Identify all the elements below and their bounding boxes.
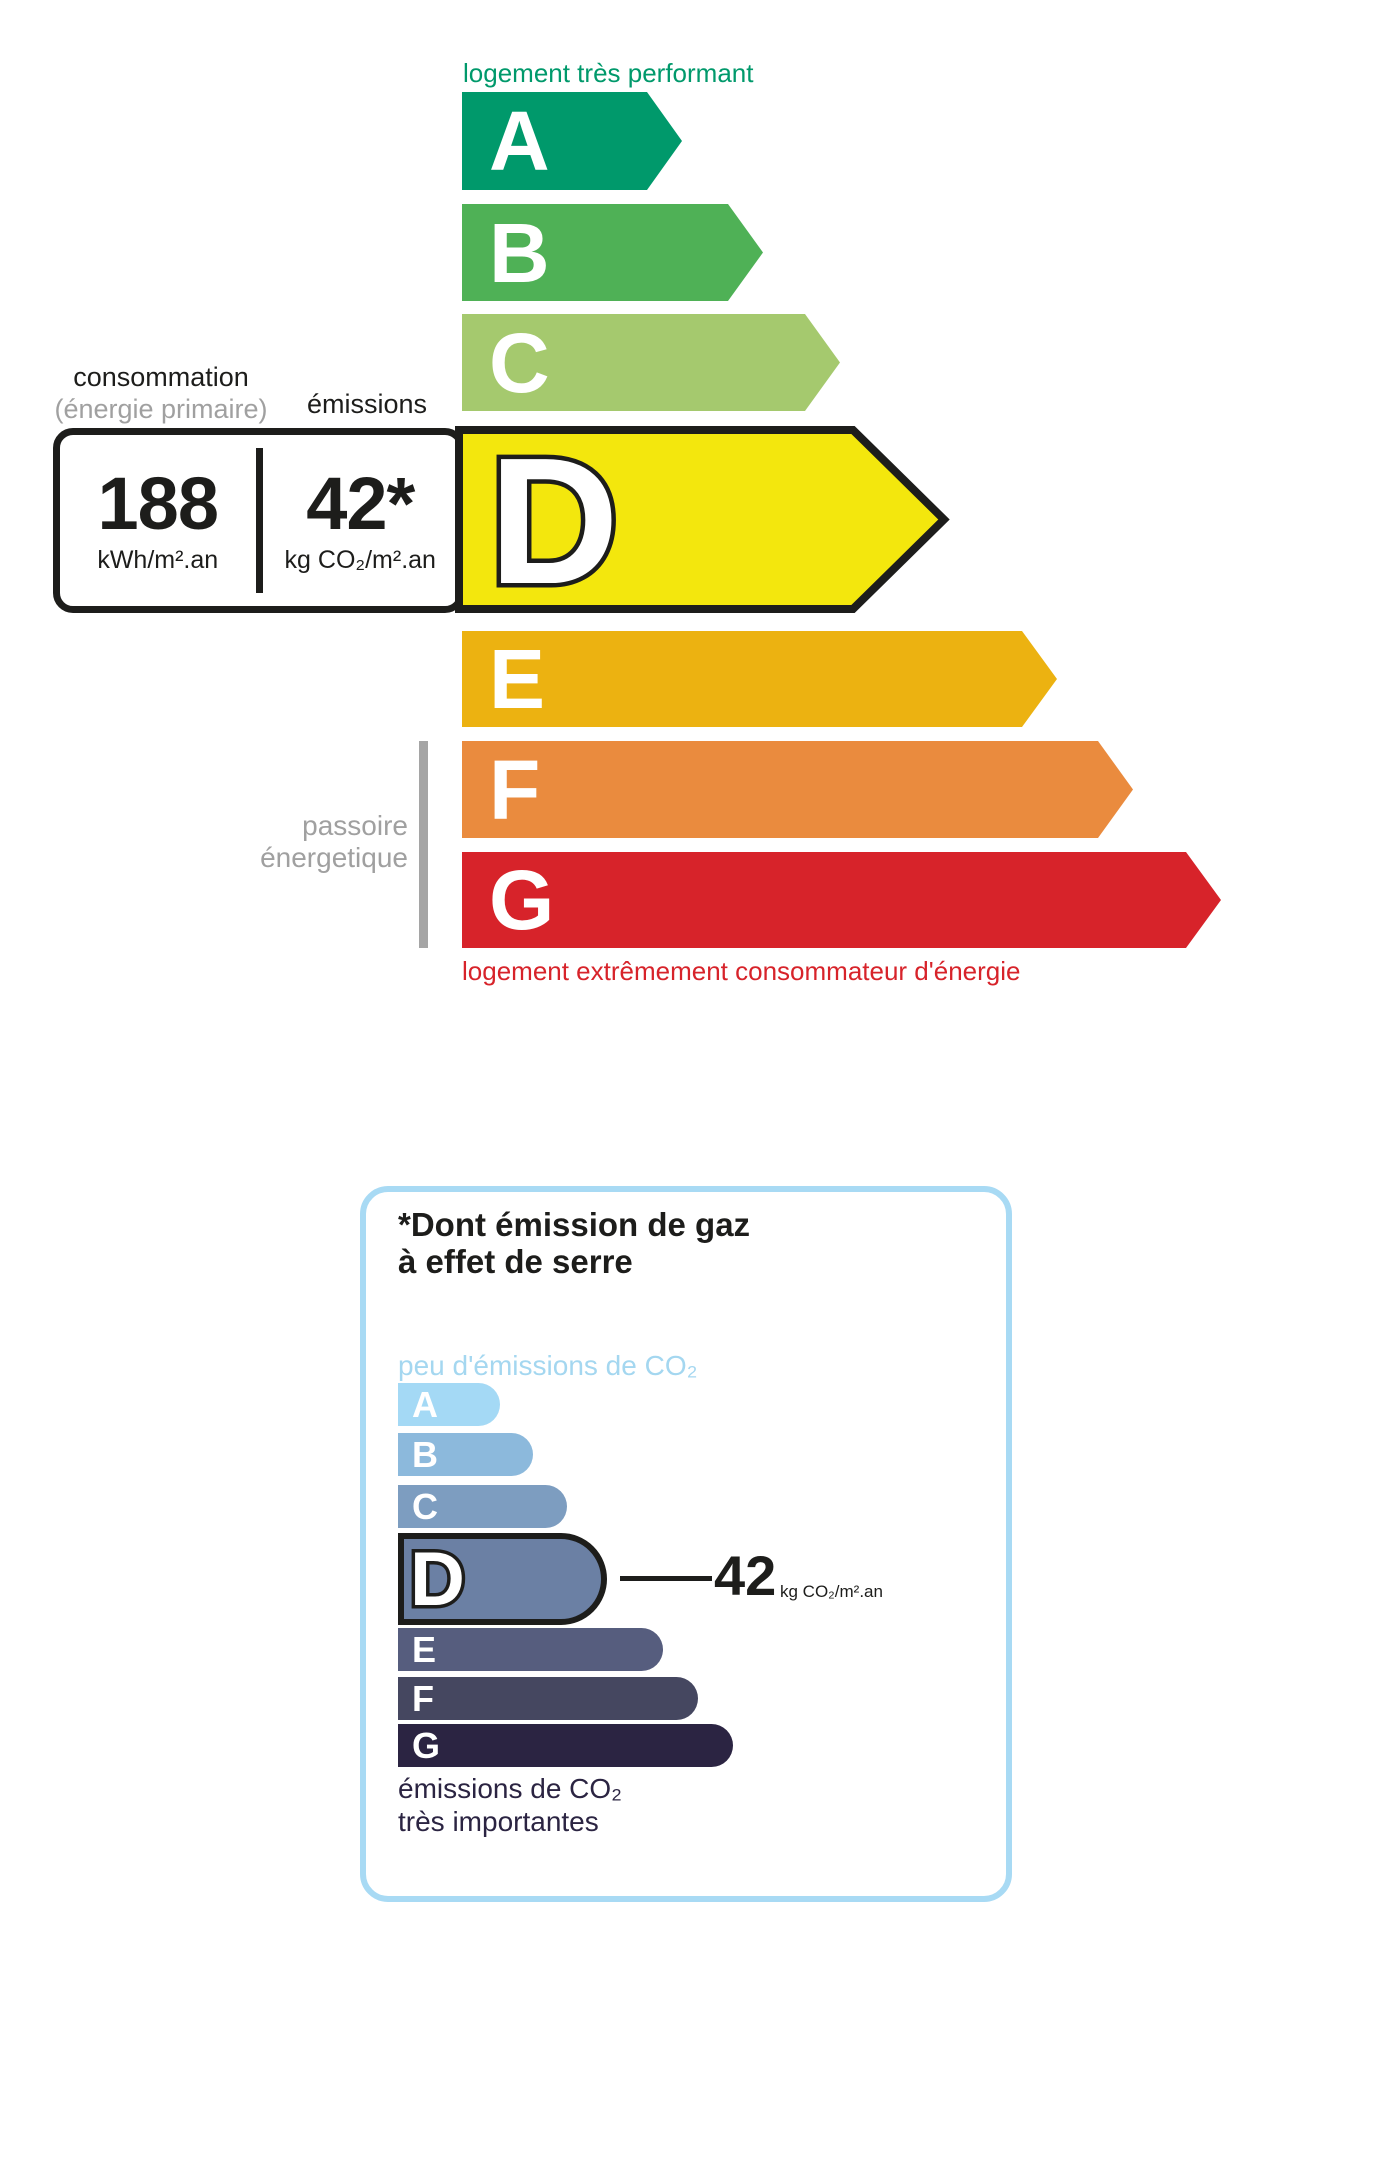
passoire-caption-line2: énergetique (260, 842, 408, 874)
passoire-divider-bar (419, 741, 428, 948)
value-box: 188 kWh/m².an 42* kg CO₂/m².an (53, 428, 465, 613)
co2-bar-g: G (398, 1724, 733, 1767)
co2-class-letter-g: G (412, 1724, 441, 1766)
co2-value-unit: kg CO₂/m².an (780, 1582, 883, 1601)
co2-panel: *Dont émission de gaz à effet de serre p… (360, 1186, 1012, 1902)
energy-class-letter-b: B (489, 205, 550, 300)
energy-arrow-c: C (462, 314, 840, 411)
co2-bar-c: C (398, 1485, 567, 1528)
co2-value: 42 (714, 1544, 777, 1607)
energy-class-letter-c: C (489, 315, 550, 410)
co2-bar-a: A (398, 1383, 500, 1426)
co2-top-caption: peu d'émissions de CO₂ (398, 1350, 698, 1381)
energy-arrow-a: A (462, 92, 682, 190)
value-box-divider (255, 448, 263, 593)
co2-bottom-caption-line2: très importantes (398, 1805, 599, 1837)
co2-bar-f: F (398, 1677, 698, 1720)
energy-arrow-e: E (462, 631, 1057, 727)
co2-class-letter-c: C (412, 1485, 438, 1527)
emissions-cell: 42* kg CO₂/m².an (263, 435, 459, 606)
consumption-unit: kWh/m².an (97, 545, 219, 574)
top-caption: logement très performant (463, 58, 754, 88)
co2-bottom-caption: émissions de CO₂ très importantes (398, 1773, 622, 1839)
energy-class-letter-f: F (489, 742, 541, 837)
emissions-value: 42* (306, 461, 415, 545)
consumption-header-subtitle: (énergie primaire) (54, 393, 268, 424)
energy-class-letter-g: G (489, 853, 555, 947)
energy-arrow-f: F (462, 741, 1133, 838)
passoire-caption: passoire énergetique (120, 810, 408, 874)
consumption-header: consommation (énergie primaire) (36, 362, 286, 426)
emissions-header: émissions (306, 389, 428, 419)
co2-bottom-caption-line1: émissions de CO₂ (398, 1773, 623, 1804)
energy-arrow-b: B (462, 204, 763, 301)
co2-panel-title: *Dont émission de gaz à effet de serre (398, 1206, 750, 1281)
energy-arrow-d: D (455, 426, 950, 613)
co2-panel-title-line2: à effet de serre (398, 1243, 633, 1281)
co2-bar-e: E (398, 1628, 663, 1671)
co2-class-letter-e: E (412, 1628, 437, 1670)
co2-class-letter-a: A (412, 1383, 438, 1425)
energy-arrow-d-shape (455, 426, 950, 613)
co2-class-letter-b: B (412, 1433, 438, 1475)
passoire-caption-line1: passoire (302, 810, 408, 841)
co2-bar-d-shape (398, 1533, 607, 1625)
consumption-value: 188 (97, 461, 219, 545)
emissions-unit: kg CO₂/m².an (284, 545, 436, 574)
co2-class-letter-f: F (412, 1677, 434, 1719)
co2-panel-title-line1: *Dont émission de gaz (398, 1206, 751, 1243)
energy-arrow-g: G (462, 852, 1221, 948)
co2-bar-d: D (398, 1533, 607, 1625)
co2-value-callout-line (620, 1576, 712, 1581)
consumption-header-title: consommation (73, 362, 249, 392)
energy-class-letter-a: A (489, 94, 550, 188)
energy-class-letter-d: D (489, 426, 619, 613)
bottom-caption: logement extrêmement consommateur d'éner… (462, 956, 1021, 986)
co2-bar-b: B (398, 1433, 533, 1476)
co2-class-letter-d: D (410, 1537, 465, 1622)
energy-class-letter-e: E (489, 632, 546, 726)
consumption-cell: 188 kWh/m².an (60, 435, 256, 606)
